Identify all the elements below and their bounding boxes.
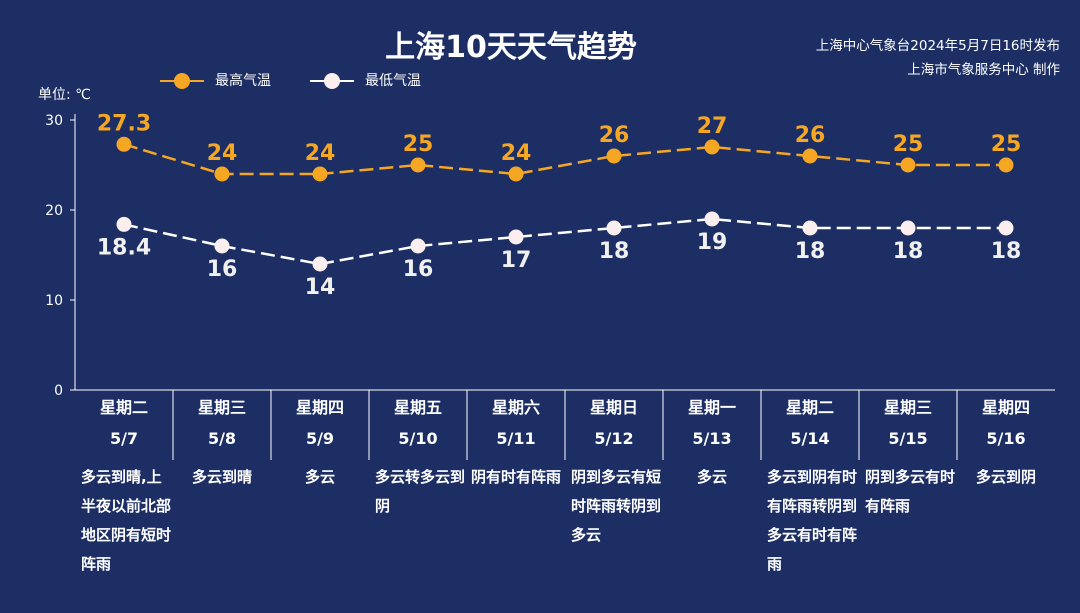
date-label: 5/15	[888, 429, 928, 448]
weather-description: 多云转多云到阴	[375, 468, 466, 515]
day-column: 星期三 5/15	[859, 398, 957, 449]
series-line-high	[123, 143, 1006, 176]
data-label-low: 18	[795, 239, 826, 264]
data-point-low	[116, 216, 132, 232]
data-label-low: 16	[207, 257, 238, 282]
unit-label: 单位: ℃	[38, 87, 91, 103]
weekday-label: 星期二	[785, 398, 834, 417]
publisher-line-1: 上海中心气象台2024年5月7日16时发布	[815, 38, 1060, 54]
day-column: 星期日 5/12	[565, 398, 663, 449]
weekday-label: 星期五	[393, 398, 442, 417]
date-label: 5/14	[790, 429, 830, 448]
data-point-high	[802, 148, 818, 164]
data-point-high	[410, 157, 426, 173]
weather-description: 多云到阴	[975, 468, 1036, 486]
data-point-high	[312, 166, 328, 182]
date-label: 5/11	[496, 429, 536, 448]
day-column: 星期五 5/10	[369, 398, 467, 449]
data-point-low	[214, 238, 230, 254]
data-point-low	[312, 256, 328, 272]
data-label-high: 25	[403, 132, 434, 157]
day-column: 星期二 5/14	[761, 398, 859, 449]
data-label-low: 19	[697, 230, 728, 255]
day-column: 星期四 5/9	[271, 398, 369, 449]
data-point-high	[704, 139, 720, 155]
data-point-low	[900, 220, 916, 236]
legend-low-marker	[324, 73, 340, 89]
weekday-label: 星期四	[981, 398, 1030, 417]
data-label-low: 18	[893, 239, 924, 264]
date-label: 5/9	[305, 429, 335, 448]
data-point-high	[606, 148, 622, 164]
data-label-high: 25	[893, 132, 924, 157]
y-tick-label: 30	[45, 113, 63, 129]
weekday-label: 星期三	[883, 398, 932, 417]
data-label-high: 24	[305, 141, 336, 166]
data-point-low	[508, 229, 524, 245]
date-label: 5/7	[109, 429, 139, 448]
data-point-low	[704, 211, 720, 227]
y-tick-label: 20	[45, 203, 63, 219]
legend-high-label: 最高气温	[215, 73, 271, 89]
day-column: 星期一 5/13	[663, 398, 761, 449]
chart-title: 上海10天天气趋势	[385, 30, 637, 65]
data-label-high: 26	[795, 123, 826, 148]
weather-description: 多云到阴有时有阵雨转阴到多云有时有阵雨	[767, 468, 858, 573]
data-label-low: 16	[403, 257, 434, 282]
data-label-high: 24	[207, 141, 238, 166]
data-label-high: 25	[991, 132, 1022, 157]
weather-description: 阴到多云有短时阵雨转阴到多云	[571, 468, 662, 544]
data-label-low: 18	[991, 239, 1022, 264]
day-column: 星期三 5/8	[173, 398, 271, 449]
date-label: 5/13	[692, 429, 732, 448]
data-label-high: 24	[501, 141, 532, 166]
data-point-low	[606, 220, 622, 236]
weather-description: 阴有时有阵雨	[470, 468, 561, 486]
weekday-label: 星期三	[197, 398, 246, 417]
weather-description: 多云到晴,上半夜以前北部地区阴有短时阵雨	[81, 468, 172, 573]
data-point-high	[508, 166, 524, 182]
data-point-high	[998, 157, 1014, 173]
day-column: 星期四 5/16	[957, 398, 1055, 449]
data-label-low: 14	[305, 275, 336, 300]
day-column: 星期六 5/11	[467, 398, 565, 449]
series-line-low	[123, 217, 1006, 266]
weekday-label: 星期日	[589, 398, 638, 417]
legend-high-marker	[174, 73, 190, 89]
weather-description: 多云	[696, 468, 727, 486]
data-point-high	[116, 136, 132, 152]
date-label: 5/12	[594, 429, 634, 448]
data-label-low: 17	[501, 248, 532, 273]
data-label-high: 27.3	[97, 111, 151, 136]
data-point-low	[802, 220, 818, 236]
publisher-info: 上海中心气象台2024年5月7日16时发布 上海市气象服务中心 制作	[816, 34, 1060, 82]
day-column: 星期二 5/7	[75, 398, 173, 449]
weekday-label: 星期一	[687, 398, 736, 417]
date-label: 5/16	[986, 429, 1026, 448]
weather-description: 多云	[304, 468, 335, 486]
publisher-line-2: 上海市气象服务中心 制作	[907, 62, 1060, 78]
y-tick-label: 0	[54, 383, 63, 399]
data-label-high: 27	[697, 114, 728, 139]
data-point-high	[214, 166, 230, 182]
data-label-high: 26	[599, 123, 630, 148]
y-tick-label: 10	[45, 293, 63, 309]
weather-description: 多云到晴	[191, 468, 252, 486]
weekday-label: 星期六	[491, 398, 540, 417]
data-point-high	[900, 157, 916, 173]
weekday-label: 星期二	[99, 398, 148, 417]
data-label-low: 18.4	[97, 235, 151, 260]
date-label: 5/8	[207, 429, 237, 448]
data-point-low	[410, 238, 426, 254]
weather-description: 阴到多云有时有阵雨	[865, 468, 956, 515]
legend-low-label: 最低气温	[365, 73, 421, 89]
data-point-low	[998, 220, 1014, 236]
data-label-low: 18	[599, 239, 630, 264]
date-label: 5/10	[398, 429, 438, 448]
weekday-label: 星期四	[295, 398, 344, 417]
